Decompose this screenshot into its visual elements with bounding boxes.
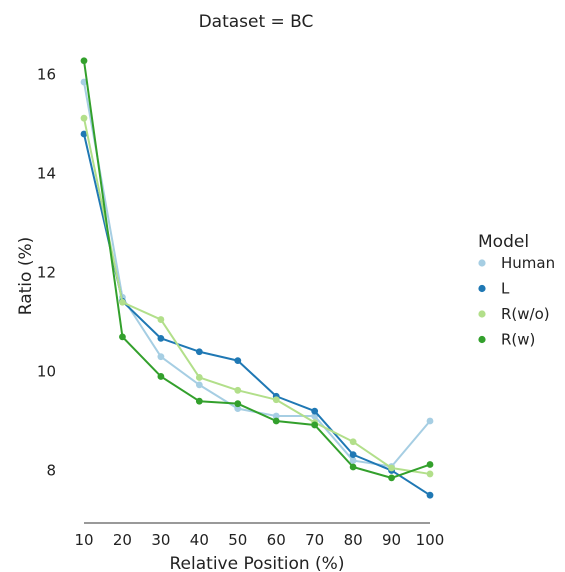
legend-item-l: L: [478, 280, 510, 298]
x-tick-label: 100: [416, 531, 445, 549]
x-tick-label: 90: [382, 531, 401, 549]
data-point-r-w-o: [157, 316, 165, 323]
data-point-human: [349, 457, 357, 464]
x-tick-label: 60: [267, 531, 286, 549]
y-tick-label: 14: [37, 165, 56, 183]
legend-marker: [478, 310, 486, 318]
data-point-r-w: [388, 474, 395, 482]
data-point-human: [426, 417, 434, 425]
x-tick-label: 50: [228, 531, 247, 549]
x-tick-labels: 10 20 30 40 50 60 70 80 90 100: [74, 531, 444, 549]
legend-label: R(w/o): [501, 305, 550, 323]
x-tick-label: 30: [151, 531, 170, 549]
y-tick-label: 10: [37, 363, 56, 381]
legend-label: R(w): [501, 331, 535, 349]
y-axis-label: Ratio (%): [16, 237, 36, 315]
data-point-r-w-o: [80, 114, 88, 122]
series-line-r-w: [83, 59, 431, 479]
legend-marker: [478, 284, 486, 293]
data-point-l: [157, 334, 165, 342]
data-point-l: [349, 451, 357, 459]
data-point-l: [234, 357, 242, 365]
series-human: [80, 78, 434, 470]
legend-marker: [478, 259, 486, 267]
data-point-human: [157, 353, 165, 361]
data-point-human: [195, 381, 203, 389]
data-point-human: [80, 78, 88, 86]
legend-label: Human: [501, 254, 555, 272]
data-point-r-w: [195, 397, 203, 405]
chart-title: Dataset = BC: [199, 12, 314, 32]
data-point-r-w: [234, 400, 242, 408]
data-point-l: [80, 130, 88, 138]
x-tick-label: 40: [190, 531, 209, 549]
series-l: [80, 130, 434, 499]
series-line-human: [83, 81, 431, 468]
plot-area: [80, 57, 434, 499]
x-axis-label: Relative Position (%): [170, 554, 345, 572]
data-point-l: [195, 348, 203, 356]
legend-item-human: Human: [478, 254, 555, 272]
x-tick-label: 80: [344, 531, 363, 549]
data-point-r-w: [272, 417, 280, 425]
legend-marker: [478, 335, 486, 344]
y-tick-labels: 8 10 12 14 16: [37, 66, 56, 480]
data-point-l: [311, 407, 319, 415]
legend: Model Human L R(w/o) R(w): [478, 232, 555, 349]
data-point-r-w-o: [349, 438, 357, 446]
series-line-l: [83, 133, 431, 497]
data-point-r-w-o: [272, 396, 280, 404]
data-point-l: [426, 491, 434, 499]
x-tick-label: 20: [113, 531, 132, 549]
data-point-r-w-o: [388, 464, 395, 472]
series-line-r-w-o: [83, 117, 431, 475]
data-point-r-w: [119, 333, 126, 341]
data-point-r-w-o: [195, 374, 203, 381]
legend-title: Model: [478, 232, 529, 252]
data-point-r-w: [157, 373, 165, 380]
data-point-r-w: [349, 463, 357, 471]
series-r-w-o: [80, 114, 434, 478]
x-tick-label: 70: [305, 531, 324, 549]
x-tick-label: 10: [74, 531, 93, 549]
data-point-r-w-o: [426, 470, 434, 478]
series-r-w: [80, 57, 434, 482]
data-point-human: [272, 412, 280, 420]
data-point-r-w-o: [119, 298, 126, 306]
legend-item-r-w-o: R(w/o): [478, 305, 550, 323]
legend-label: L: [501, 280, 510, 298]
data-point-r-w: [311, 421, 319, 429]
y-tick-label: 12: [37, 264, 56, 282]
y-tick-label: 16: [37, 66, 56, 84]
y-tick-label: 8: [46, 461, 56, 479]
legend-item-r-w: R(w): [478, 331, 535, 349]
data-point-human: [234, 405, 242, 413]
data-point-r-w: [426, 461, 434, 468]
data-point-r-w: [80, 57, 88, 65]
data-point-r-w-o: [234, 386, 242, 394]
